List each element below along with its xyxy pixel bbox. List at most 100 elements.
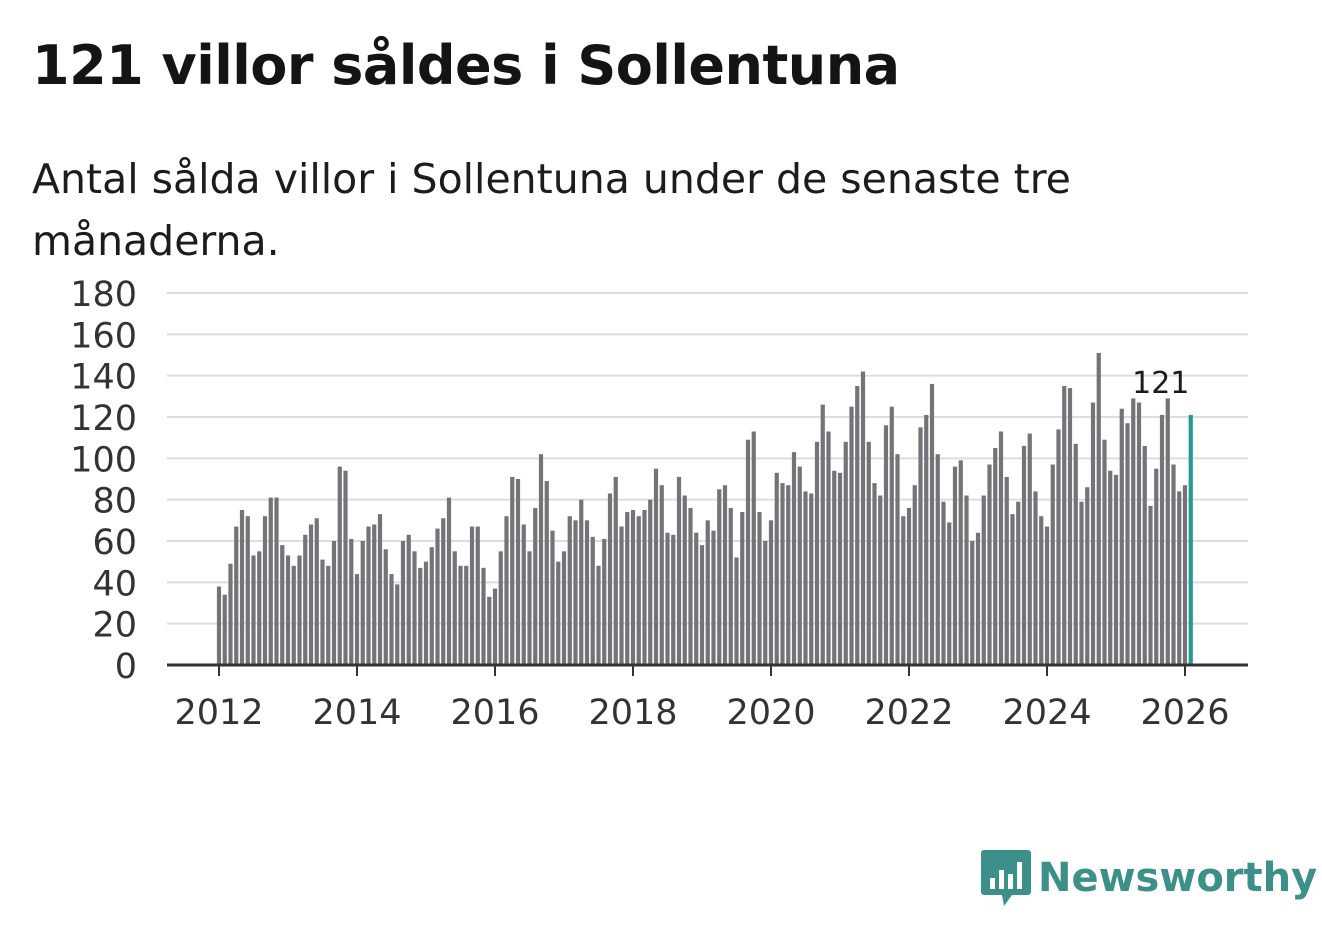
bar xyxy=(665,532,670,665)
bar xyxy=(274,497,279,665)
bar xyxy=(625,512,630,665)
highlight-value-label: 121 xyxy=(1132,366,1189,401)
bar xyxy=(648,499,653,665)
x-axis: 2012 2014 2016 2018 2020 2022 2024 2026 xyxy=(174,665,1230,733)
bar xyxy=(1062,386,1067,665)
y-tick-label: 180 xyxy=(70,275,137,315)
bar xyxy=(855,386,860,665)
bar xyxy=(418,567,423,665)
bar xyxy=(268,497,273,665)
bar xyxy=(303,534,308,665)
bar xyxy=(1142,445,1147,665)
bar xyxy=(1016,501,1021,665)
bar xyxy=(1177,491,1182,665)
bar xyxy=(262,516,268,665)
bar xyxy=(918,427,923,665)
y-tick-label: 20 xyxy=(92,606,137,646)
bar xyxy=(786,485,791,665)
bar xyxy=(360,541,365,665)
bar xyxy=(458,565,463,665)
x-tick-label: 2014 xyxy=(312,693,401,733)
bar xyxy=(216,586,222,665)
bar xyxy=(878,495,883,665)
x-tick-label: 2020 xyxy=(726,693,815,733)
bar xyxy=(947,522,952,665)
bar xyxy=(291,565,296,665)
bar xyxy=(234,526,239,665)
x-tick-label: 2012 xyxy=(174,693,263,733)
bar xyxy=(423,561,429,665)
bar xyxy=(331,541,337,665)
bar xyxy=(901,516,906,665)
bar xyxy=(1119,408,1124,665)
bar xyxy=(544,481,549,665)
bar xyxy=(809,493,814,665)
bar xyxy=(239,510,245,665)
bar xyxy=(694,532,699,665)
bar xyxy=(751,431,756,665)
bar xyxy=(952,466,958,665)
bar xyxy=(797,466,802,665)
bar-highlight xyxy=(1188,414,1193,665)
bar xyxy=(1182,485,1188,665)
bar xyxy=(745,439,751,665)
bar xyxy=(682,495,687,665)
bar xyxy=(728,507,733,665)
bar xyxy=(377,514,383,665)
bar xyxy=(326,565,331,665)
bar xyxy=(1125,423,1130,665)
bar xyxy=(717,489,722,665)
bar xyxy=(849,406,854,665)
bar xyxy=(561,551,567,665)
bar xyxy=(579,499,584,665)
bar xyxy=(866,441,871,665)
bar xyxy=(452,551,457,665)
y-tick-label: 160 xyxy=(70,316,137,356)
bar xyxy=(446,497,452,665)
bar xyxy=(619,526,624,665)
bar xyxy=(596,565,601,665)
bar xyxy=(441,518,446,665)
bar xyxy=(251,555,256,665)
bar xyxy=(860,371,866,665)
bar xyxy=(538,454,544,665)
bar xyxy=(395,584,400,665)
bar xyxy=(705,520,710,665)
bar xyxy=(297,555,302,665)
bar xyxy=(832,470,837,665)
bar xyxy=(636,516,641,665)
bar xyxy=(780,483,785,665)
bar xyxy=(1050,464,1055,665)
bar xyxy=(843,441,848,665)
bar xyxy=(487,596,492,665)
bar xyxy=(492,588,498,665)
y-tick-label: 140 xyxy=(70,358,137,398)
bar xyxy=(883,425,889,665)
bar xyxy=(912,485,917,665)
bar xyxy=(975,532,981,665)
bar xyxy=(245,516,250,665)
bar xyxy=(504,516,509,665)
bar xyxy=(1171,464,1176,665)
bar xyxy=(929,383,935,665)
bar xyxy=(837,472,843,665)
bar xyxy=(699,545,705,665)
bar xyxy=(941,501,946,665)
bar xyxy=(343,470,348,665)
y-tick-label: 60 xyxy=(92,523,137,563)
bar xyxy=(515,479,521,665)
bar xyxy=(584,520,590,665)
bar xyxy=(964,495,969,665)
bar xyxy=(521,524,526,665)
bar xyxy=(688,507,693,665)
bar xyxy=(389,574,394,665)
bar xyxy=(550,530,555,665)
bar xyxy=(889,406,894,665)
bar xyxy=(573,520,578,665)
x-tick-label: 2024 xyxy=(1002,693,1091,733)
bar xyxy=(924,414,929,665)
bar xyxy=(676,476,682,665)
bar xyxy=(740,512,745,665)
bar xyxy=(958,460,963,665)
